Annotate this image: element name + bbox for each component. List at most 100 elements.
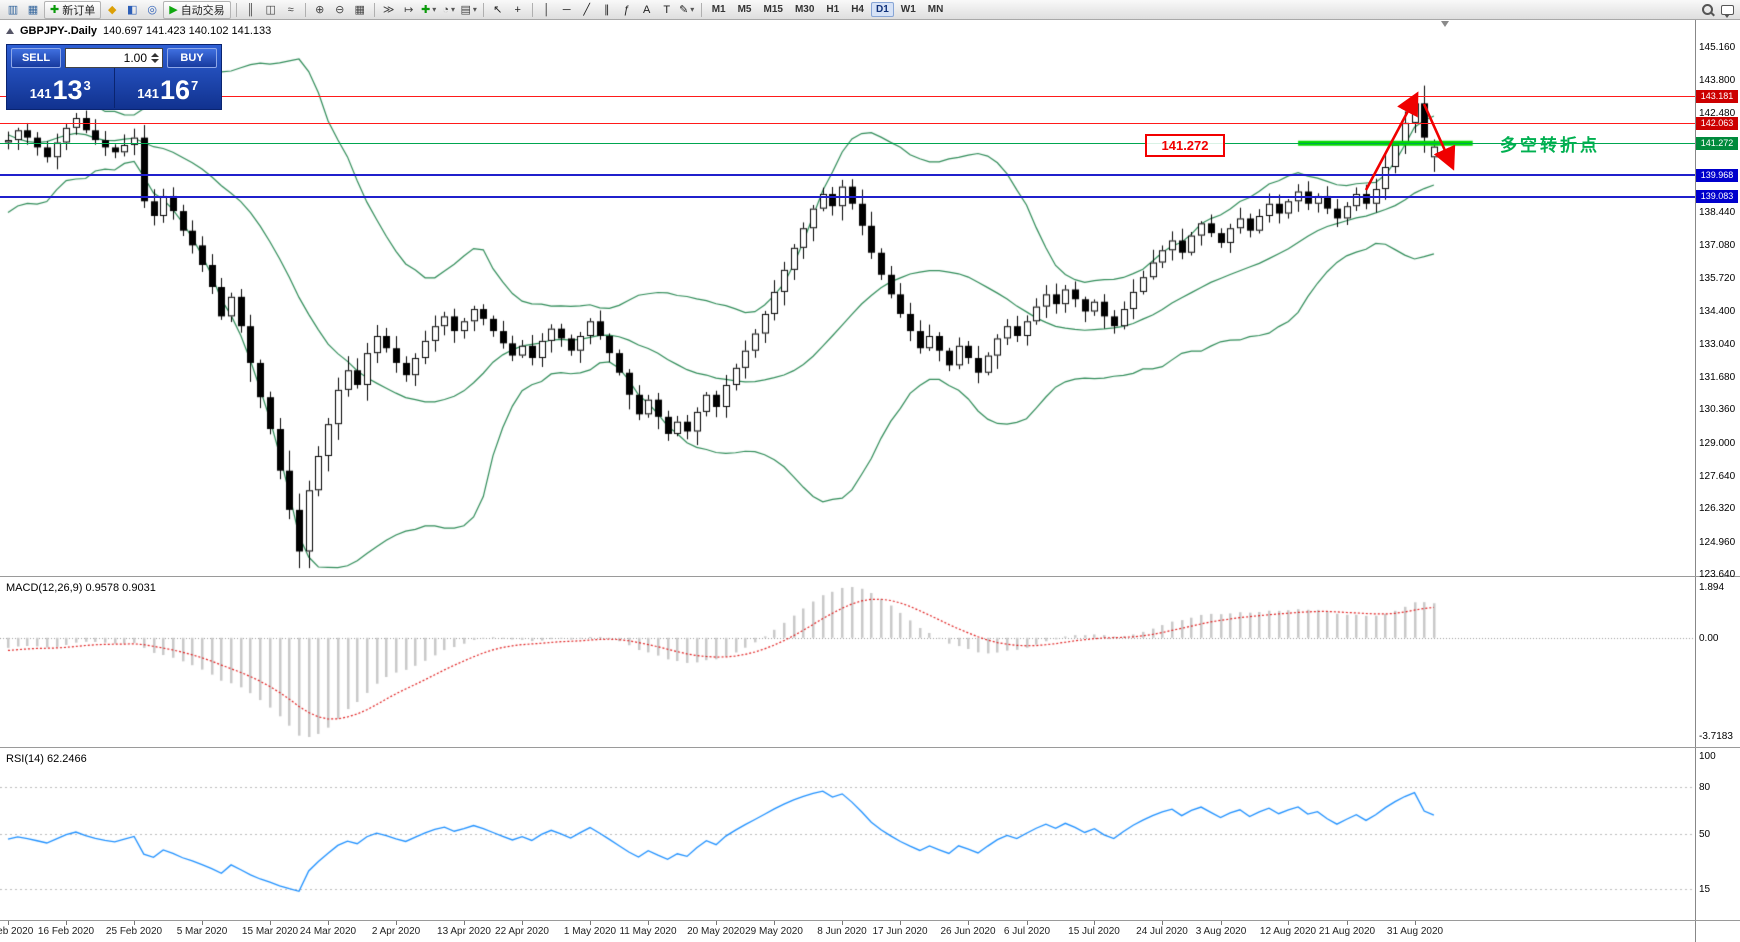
time-tick <box>1347 921 1348 925</box>
timeframe-m5[interactable]: M5 <box>737 4 752 15</box>
panel-separator[interactable] <box>0 920 1740 921</box>
new-order-button-label: 新订单 <box>62 4 96 17</box>
price-chart-canvas[interactable] <box>0 20 1695 576</box>
toolbar-separator <box>482 2 484 17</box>
price-axis-label: 143.800 <box>1699 75 1736 87</box>
time-tick <box>134 921 135 925</box>
date-label: 1 May 2020 <box>563 926 617 937</box>
price-axis-label: 131.680 <box>1699 372 1736 384</box>
sell-price[interactable]: 141 13 3 <box>7 68 115 108</box>
crosshair-icon[interactable]: + <box>514 3 521 16</box>
chat-icon[interactable] <box>1718 2 1736 18</box>
support-line-1-tag: 139.968 <box>1696 168 1738 182</box>
volume-value: 1.00 <box>123 51 147 65</box>
chart-title: GBPJPY-.Daily 140.697 141.423 140.102 14… <box>6 25 271 37</box>
support-line-2-tag: 139.083 <box>1696 190 1738 204</box>
templates-menu-button[interactable]: ▤ ▾ <box>460 3 477 16</box>
time-tick <box>1162 921 1163 925</box>
macd-indicator-canvas[interactable] <box>0 577 1695 747</box>
timeframe-m30[interactable]: M30 <box>794 4 815 15</box>
cursor-icon[interactable]: ↖ <box>493 3 503 16</box>
volume-spinner[interactable] <box>151 53 159 63</box>
dropdown-caret-icon: ▾ <box>690 4 695 14</box>
date-label: 6 Jul 2020 <box>1003 926 1051 937</box>
timeframe-h1[interactable]: H1 <box>826 4 840 15</box>
panel-separator[interactable] <box>0 747 1740 748</box>
toolbar-separator <box>373 2 375 17</box>
timeframe-m1[interactable]: M1 <box>711 4 726 15</box>
fibonacci-icon[interactable]: ƒ <box>623 3 630 16</box>
date-label: 22 Apr 2020 <box>495 926 549 937</box>
resistance-line-2[interactable] <box>0 123 1695 125</box>
data-window-icon[interactable]: ▦ <box>27 3 39 16</box>
date-label: 24 Jul 2020 <box>1136 926 1188 937</box>
metaeditor-icon[interactable]: ◆ <box>107 3 117 16</box>
price-axis-label: 127.640 <box>1699 471 1736 483</box>
arrows-tool-icon[interactable]: T <box>663 3 671 16</box>
tile-windows-icon[interactable]: ▦ <box>354 3 365 16</box>
line-chart-icon[interactable]: ≈ <box>287 3 294 16</box>
vertical-line-icon[interactable]: │ <box>543 3 551 16</box>
autotrading-button[interactable]: ▶ 自动交易 <box>163 0 231 19</box>
support-line-2[interactable] <box>0 195 1695 198</box>
date-label: 15 Mar 2020 <box>241 926 299 937</box>
timeframe-m15[interactable]: M15 <box>763 4 783 15</box>
candlestick-chart-icon[interactable]: ◫ <box>265 3 276 16</box>
chart-shift-icon[interactable]: ↦ <box>404 3 414 16</box>
auto-scroll-icon[interactable]: ≫ <box>382 3 395 16</box>
draw-tools-button[interactable]: ✎ ▾ <box>679 3 695 16</box>
timeframe-h4[interactable]: H4 <box>851 4 864 15</box>
chart-shift-marker[interactable] <box>1441 21 1449 27</box>
pivot-annotation-text[interactable]: 多空转折点 <box>1500 136 1600 155</box>
pivot-line[interactable] <box>0 142 1695 144</box>
price-axis-label: 133.040 <box>1699 338 1736 350</box>
time-tick <box>1027 921 1028 925</box>
support-line-1[interactable] <box>0 174 1695 177</box>
horizontal-line-icon[interactable]: ─ <box>562 3 571 16</box>
trendline-icon[interactable]: ╱ <box>583 3 590 16</box>
navigator-icon[interactable]: ◎ <box>147 3 158 16</box>
collapse-panel-icon[interactable] <box>6 28 14 34</box>
timeframe-mn[interactable]: MN <box>927 4 944 15</box>
zoom-out-icon[interactable]: ⊖ <box>335 3 345 16</box>
market-watch-icon[interactable]: ◧ <box>127 3 138 16</box>
price-annotation-label[interactable]: 141.272 <box>1145 134 1225 157</box>
indicators-menu-button[interactable]: ✚ ▾ <box>421 3 437 16</box>
new-order-button[interactable]: ✚ 新订单 <box>44 0 102 19</box>
search-icon[interactable] <box>1698 2 1716 18</box>
price-axis-label: 129.000 <box>1699 437 1736 449</box>
time-tick <box>842 921 843 925</box>
periods-menu-button[interactable]: ◔ ▾ <box>442 3 456 16</box>
date-label: 25 Feb 2020 <box>105 926 163 937</box>
volume-input[interactable]: 1.00 <box>65 48 163 68</box>
time-tick <box>590 921 591 925</box>
rsi-scale-label: 80 <box>1699 782 1711 794</box>
time-tick <box>648 921 649 925</box>
time-tick <box>968 921 969 925</box>
dropdown-caret-icon: ▾ <box>432 4 437 14</box>
chat-icon <box>1720 4 1734 18</box>
panel-separator[interactable] <box>0 576 1740 577</box>
main-toolbar: ▥ ▦ ✚ 新订单 ◆ ◧ ◎ ▶ 自动交易 ║ ◫ ≈ ⊕ ⊖ ▦ ≫ ↦ ✚ ▾ ◔ ▾ ▤ ▾ ↖ + │ ─ ╱ ∥ ƒ A T ✎ ▾ M… <box>0 0 1740 20</box>
rsi-indicator-canvas[interactable] <box>0 748 1695 920</box>
sell-button[interactable]: SELL <box>11 48 61 68</box>
rsi-indicator-label: RSI(14) 62.2466 <box>6 753 87 765</box>
time-tick <box>66 921 67 925</box>
spin-down-icon <box>151 59 159 63</box>
timeframe-w1[interactable]: W1 <box>900 4 916 15</box>
buy-price[interactable]: 141 16 7 <box>137 75 199 105</box>
date-label: 15 Jul 2020 <box>1068 926 1120 937</box>
date-label: 6 Feb 2020 <box>0 926 34 937</box>
price-axis-label: 145.160 <box>1699 42 1736 53</box>
bar-chart-icon[interactable]: ║ <box>246 3 255 16</box>
timeframe-d1[interactable]: D1 <box>871 2 894 17</box>
time-tick <box>716 921 717 925</box>
resistance-line-1[interactable] <box>0 95 1695 97</box>
zoom-in-icon[interactable]: ⊕ <box>315 3 325 16</box>
buy-button[interactable]: BUY <box>167 48 217 68</box>
text-label-icon[interactable]: A <box>643 3 651 16</box>
equidistant-channel-icon[interactable]: ∥ <box>603 3 610 16</box>
chart-window-icon[interactable]: ▥ <box>7 3 19 16</box>
price-axis-label: 137.080 <box>1699 239 1736 251</box>
